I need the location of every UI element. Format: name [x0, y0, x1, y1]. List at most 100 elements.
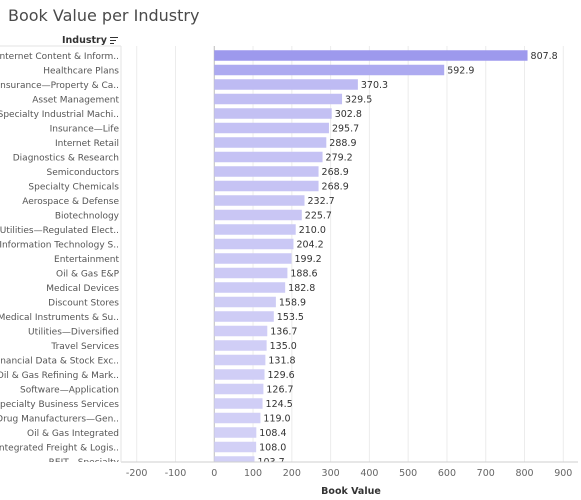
bar-value-label: 268.9: [322, 182, 349, 193]
bar-value-label: 126.7: [266, 385, 293, 396]
category-label: Medical Instruments & Su..: [0, 313, 119, 323]
bar-value-label: 225.7: [305, 211, 332, 222]
x-axis-title: Book Value: [321, 486, 381, 497]
bar-value-label: 807.8: [531, 51, 558, 62]
category-label: Medical Devices: [46, 284, 119, 294]
industry-header-label: Industry: [62, 35, 107, 46]
bar[interactable]: [214, 282, 286, 293]
chart-title: Book Value per Industry: [8, 6, 200, 25]
sort-descending-icon[interactable]: [109, 36, 118, 45]
x-tick-label: -200: [126, 468, 148, 479]
bar-value-label: 210.0: [299, 225, 326, 236]
bar[interactable]: [214, 122, 329, 134]
bar[interactable]: [214, 340, 267, 351]
bar-value-label: 302.8: [335, 109, 362, 120]
bar-value-label: 329.5: [345, 95, 372, 106]
bar-value-label: 108.0: [259, 443, 286, 454]
bar[interactable]: [214, 50, 528, 61]
bar[interactable]: [214, 441, 257, 453]
bar[interactable]: [214, 93, 343, 105]
category-label: Software—Application: [20, 385, 119, 395]
category-label: Diagnostics & Research: [13, 153, 119, 163]
category-label: Insurance—Life: [50, 124, 120, 134]
category-label: Specialty Industrial Machi..: [0, 110, 119, 120]
bar-value-label: 199.2: [295, 254, 322, 265]
industry-column-header[interactable]: Industry: [62, 35, 118, 46]
bar[interactable]: [214, 224, 296, 235]
bar[interactable]: [214, 238, 294, 250]
bar[interactable]: [214, 79, 358, 90]
category-label: Travel Services: [50, 342, 119, 352]
bar[interactable]: [214, 354, 266, 366]
bar[interactable]: [214, 195, 305, 206]
bar-value-label: 204.2: [296, 240, 323, 251]
bar[interactable]: [214, 209, 302, 221]
x-tick-label: 400: [360, 468, 378, 479]
category-label: Entertainment: [54, 255, 119, 265]
bar[interactable]: [214, 369, 265, 380]
category-label: Oil & Gas Refining & Mark..: [0, 371, 119, 381]
bar-value-label: 268.9: [322, 167, 349, 178]
category-label: Specialty Chemicals: [28, 182, 119, 192]
bar[interactable]: [214, 325, 268, 337]
category-label: Oil & Gas Integrated: [27, 429, 119, 439]
category-label: Specialty Business Services: [0, 400, 119, 410]
bar-value-label: 153.5: [277, 312, 304, 323]
plot-clip: [0, 462, 581, 500]
bar-value-label: 108.4: [259, 428, 286, 439]
bar[interactable]: [214, 64, 445, 76]
bar-value-label: 136.7: [270, 327, 297, 338]
category-label: Utilities—Regulated Elect..: [0, 226, 119, 236]
category-label: Asset Management: [32, 95, 119, 105]
bar-value-label: 188.6: [290, 269, 317, 280]
bar[interactable]: [214, 383, 264, 395]
bar[interactable]: [214, 412, 261, 424]
bar[interactable]: [214, 398, 263, 409]
bar[interactable]: [214, 296, 276, 308]
bar-value-label: 158.9: [279, 298, 306, 309]
bar-value-label: 288.9: [329, 138, 356, 149]
bar[interactable]: [214, 427, 257, 438]
x-tick-label: 900: [554, 468, 572, 479]
category-label: Integrated Freight & Logis..: [0, 443, 119, 453]
bar-value-label: 135.0: [270, 341, 297, 352]
category-label: Aerospace & Defense: [22, 197, 119, 207]
bar[interactable]: [214, 267, 288, 279]
category-label: Internet Retail: [55, 139, 119, 149]
bar[interactable]: [214, 151, 323, 163]
bar-value-label: 119.0: [263, 414, 290, 425]
bar-value-label: 370.3: [361, 80, 388, 91]
bar-value-label: 295.7: [332, 124, 359, 135]
x-tick-label: 300: [322, 468, 340, 479]
bar[interactable]: [214, 253, 292, 264]
category-label: Financial Data & Stock Exc..: [0, 356, 119, 366]
category-label: Healthcare Plans: [43, 66, 119, 76]
bar-value-label: 129.6: [268, 370, 295, 381]
bar[interactable]: [214, 166, 319, 177]
x-tick-label: 800: [515, 468, 533, 479]
bar[interactable]: [214, 311, 274, 322]
bar-value-label: 182.8: [288, 283, 315, 294]
x-axis-ticks: -200 -100 0 100 200 300 400 500 600 700 800 900: [126, 468, 572, 479]
x-tick-label: 700: [477, 468, 495, 479]
bar-value-label: 592.9: [447, 66, 474, 77]
bars: 807.8 Internet Content & Inform.. 592.9 Hea…: [0, 50, 558, 468]
x-tick-label: 200: [283, 468, 301, 479]
bar-value-label: 232.7: [308, 196, 335, 207]
bar[interactable]: [214, 108, 332, 119]
bar-value-label: 279.2: [326, 153, 353, 164]
x-tick-label: -100: [165, 468, 187, 479]
bar-value-label: 131.8: [268, 356, 295, 367]
x-tick-label: 600: [438, 468, 456, 479]
category-label: Biotechnology: [55, 211, 120, 221]
bar[interactable]: [214, 180, 319, 192]
bar[interactable]: [214, 137, 327, 148]
x-tick-label: 0: [211, 468, 217, 479]
category-label: Semiconductors: [47, 168, 120, 178]
category-label: Information Technology S..: [0, 240, 119, 250]
bar-value-label: 124.5: [266, 399, 293, 410]
x-tick-label: 100: [244, 468, 262, 479]
category-label: Drug Manufacturers—Gen..: [0, 414, 119, 424]
category-label: Discount Stores: [48, 298, 119, 308]
